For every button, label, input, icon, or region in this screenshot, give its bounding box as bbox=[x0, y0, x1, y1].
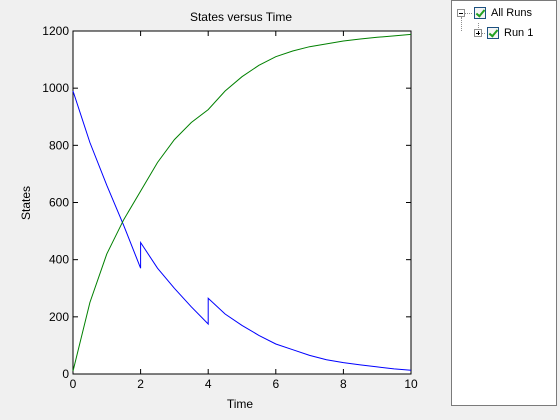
tree-connector bbox=[461, 17, 462, 31]
all-runs-checkbox[interactable] bbox=[474, 7, 486, 19]
series-line-2 bbox=[72, 33, 412, 372]
tree-connector bbox=[482, 32, 485, 34]
x-tick-label: 6 bbox=[272, 377, 279, 391]
checkmark-icon bbox=[488, 27, 499, 38]
x-tick-label: 2 bbox=[137, 377, 144, 391]
y-axis-title: States bbox=[19, 186, 33, 220]
all-runs-label: All Runs bbox=[491, 7, 532, 19]
plot-area bbox=[72, 30, 412, 375]
tree-node-run-1[interactable]: Run 1 bbox=[474, 25, 533, 41]
y-tick-label: 800 bbox=[49, 138, 69, 152]
series-line-1 bbox=[72, 90, 412, 371]
expand-icon[interactable] bbox=[474, 29, 482, 37]
y-tick-label: 600 bbox=[49, 196, 69, 210]
tree-node-all-runs[interactable]: All Runs bbox=[457, 5, 532, 21]
y-tick-label: 200 bbox=[49, 310, 69, 324]
chart: States versus Time 0 2 4 6 8 10 0 200 400 600 800… bbox=[19, 10, 418, 411]
run-1-checkbox[interactable] bbox=[487, 27, 499, 39]
collapse-icon[interactable] bbox=[457, 9, 465, 17]
run-1-label: Run 1 bbox=[504, 27, 534, 39]
y-tick-label: 0 bbox=[62, 367, 69, 381]
y-tick-label: 400 bbox=[49, 253, 69, 267]
x-tick-label: 4 bbox=[205, 377, 212, 391]
x-tick-label: 0 bbox=[70, 377, 77, 391]
y-tick-label: 1000 bbox=[42, 81, 69, 95]
tree-connector bbox=[478, 23, 479, 34]
x-tick-label: 10 bbox=[404, 377, 418, 391]
tree-connector bbox=[465, 12, 472, 14]
run-tree-panel: All Runs Run 1 bbox=[451, 0, 557, 406]
x-tick-label: 8 bbox=[340, 377, 347, 391]
chart-title: States versus Time bbox=[190, 10, 292, 24]
checkmark-icon bbox=[475, 7, 486, 18]
y-tick-label: 1200 bbox=[42, 24, 69, 38]
x-axis-title: Time bbox=[227, 397, 254, 411]
